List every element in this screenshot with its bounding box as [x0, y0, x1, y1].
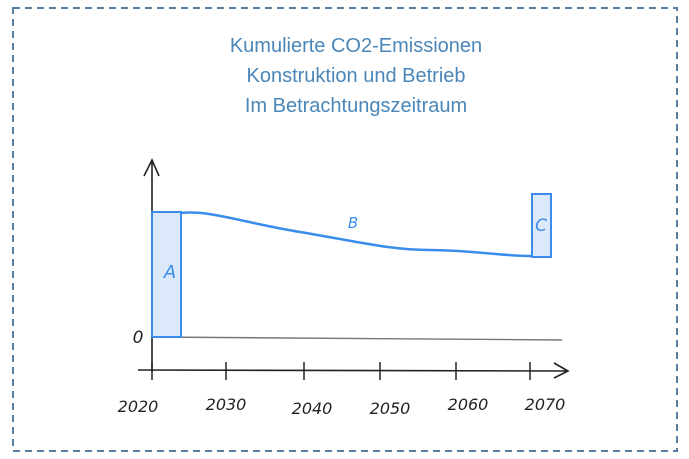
x-label: 2030 — [206, 395, 247, 414]
x-label: 2040 — [292, 399, 333, 418]
region-label: C — [535, 216, 547, 236]
region-c — [531, 193, 552, 258]
region-label: A — [163, 262, 176, 283]
title-line: Kumulierte CO2-Emissionen — [230, 35, 482, 57]
frame — [12, 7, 678, 452]
title-line: Im Betrachtungszeitraum — [245, 95, 467, 117]
region-label: B — [348, 214, 358, 232]
title-line: Konstruktion und Betrieb — [246, 65, 465, 87]
region-a — [151, 211, 182, 338]
x-label: 2070 — [525, 395, 566, 414]
baseline — [151, 336, 563, 341]
x-ticks — [151, 362, 531, 380]
region-b-line — [180, 211, 533, 258]
x-label: 2020 — [118, 397, 159, 416]
y-origin-label: 0 — [133, 328, 144, 348]
x-label: 2050 — [370, 399, 411, 418]
x-axis — [137, 362, 570, 379]
x-label: 2060 — [448, 395, 489, 414]
